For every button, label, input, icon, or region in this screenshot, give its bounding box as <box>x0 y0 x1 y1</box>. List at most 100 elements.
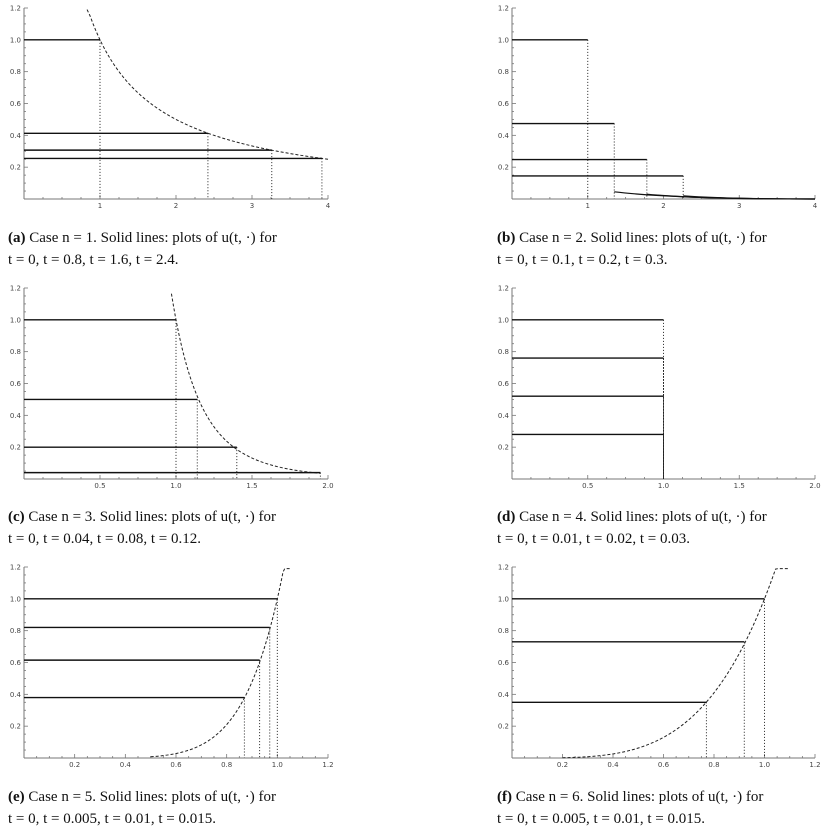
y-tick-label: 0.6 <box>10 100 22 108</box>
envelope-curve <box>562 568 790 759</box>
panel-b: 0.2 0.4 0.6 0.8 1.0 1.2 1 2 3 4 <box>0 0 836 215</box>
caption-e: (e) Case n = 5. Solid lines: plots of u(… <box>8 786 335 830</box>
x-tick-label: 0.4 <box>607 761 619 769</box>
x-tick-label: 1 <box>98 202 102 210</box>
caption-line1: Case n = 1. Solid lines: plots of u(t, ·… <box>29 230 277 246</box>
caption-line1: Case n = 4. Solid lines: plots of u(t, ·… <box>519 509 767 525</box>
caption-line2: t = 0, t = 0.01, t = 0.02, t = 0.03. <box>497 531 691 547</box>
caption-a: (a) Case n = 1. Solid lines: plots of u(… <box>8 227 335 271</box>
y-tick-label: 0.8 <box>498 627 509 635</box>
y-tick-label: 0.8 <box>10 627 21 635</box>
y-tick-label: 0.4 <box>498 132 510 140</box>
x-tick-label: 1.0 <box>759 761 770 769</box>
y-tick-label: 1.2 <box>498 285 509 293</box>
y-tick-label: 1.2 <box>498 5 509 13</box>
caption-line2: t = 0, t = 0.8, t = 1.6, t = 2.4. <box>8 252 179 268</box>
y-tick-label: 0.6 <box>498 380 510 388</box>
y-tick-label: 0.4 <box>498 691 510 699</box>
y-tick-label: 0.8 <box>10 68 21 76</box>
panel-d: 0.2 0.4 0.6 0.8 1.0 1.2 0.5 1.0 1.5 2.0 <box>498 285 821 491</box>
x-tick-label: 1.0 <box>658 482 669 490</box>
y-tick-label: 1.0 <box>10 36 21 44</box>
x-tick-label: 3 <box>737 202 741 210</box>
x-tick-label: 0.2 <box>557 761 568 769</box>
y-tick-label: 1.0 <box>498 316 509 324</box>
chart-a: 0.2 0.4 0.6 0.8 1.0 1.2 1 2 3 4 <box>10 5 331 211</box>
x-tick-label: 1.5 <box>734 482 745 490</box>
caption-line2: t = 0, t = 0.005, t = 0.01, t = 0.015. <box>8 811 217 827</box>
y-tick-label: 0.2 <box>10 444 21 452</box>
chart-f: 0.2 0.4 0.6 0.8 1.0 1.2 0.2 0.4 0.6 0.8 1.0 1.2 <box>498 564 821 770</box>
panel-f: 0.2 0.4 0.6 0.8 1.0 1.2 0.2 0.4 0.6 0.8 1.0 1.2 <box>498 564 821 770</box>
y-tick-label: 1.0 <box>498 595 509 603</box>
y-tick-label: 0.6 <box>10 659 22 667</box>
caption-tag: (f) <box>497 789 512 805</box>
x-tick-label: 4 <box>813 202 818 210</box>
caption-line2: t = 0, t = 0.04, t = 0.08, t = 0.12. <box>8 531 202 547</box>
x-tick-label: 1.5 <box>246 482 257 490</box>
caption-line2: t = 0, t = 0.005, t = 0.01, t = 0.015. <box>497 811 706 827</box>
y-tick-label: 0.6 <box>498 659 510 667</box>
y-tick-label: 0.2 <box>498 164 509 172</box>
caption-line1: Case n = 6. Solid lines: plots of u(t, ·… <box>515 789 764 805</box>
y-tick-label: 0.6 <box>10 380 22 388</box>
y-tick-label: 0.2 <box>498 723 509 731</box>
x-tick-label: 0.8 <box>708 761 719 769</box>
y-tick-label: 0.2 <box>10 723 21 731</box>
caption-line1: Case n = 2. Solid lines: plots of u(t, ·… <box>519 230 767 246</box>
caption-tag: (b) <box>497 230 516 246</box>
x-tick-label: 1.2 <box>809 761 820 769</box>
chart-e: 0.2 0.4 0.6 0.8 1.0 1.2 0.2 0.4 0.6 0.8 1.0 1.2 <box>10 564 334 770</box>
chart-d: 0.2 0.4 0.6 0.8 1.0 1.2 0.5 1.0 1.5 2.0 <box>498 285 821 491</box>
caption-tag: (a) <box>8 230 26 246</box>
x-tick-label: 4 <box>326 202 331 210</box>
x-tick-label: 0.5 <box>94 482 105 490</box>
caption-c: (c) Case n = 3. Solid lines: plots of u(… <box>8 506 335 550</box>
y-tick-label: 1.2 <box>10 564 21 572</box>
x-tick-label: 0.4 <box>120 761 132 769</box>
envelope-curve <box>86 9 329 160</box>
x-tick-label: 1.2 <box>322 761 333 769</box>
x-tick-label: 0.8 <box>221 761 232 769</box>
x-tick-label: 1 <box>586 202 590 210</box>
caption-tag: (d) <box>497 509 516 525</box>
x-tick-label: 0.2 <box>69 761 80 769</box>
caption-line1: Case n = 3. Solid lines: plots of u(t, ·… <box>28 509 277 525</box>
x-tick-label: 0.6 <box>658 761 670 769</box>
y-tick-label: 0.4 <box>10 412 22 420</box>
envelope-curve <box>170 293 321 474</box>
x-tick-label: 1.0 <box>272 761 283 769</box>
x-tick-label: 3 <box>250 202 254 210</box>
x-tick-label: 2 <box>174 202 178 210</box>
panel-e: 0.2 0.4 0.6 0.8 1.0 1.2 0.2 0.4 0.6 0.8 1.0 1.2 <box>0 0 340 775</box>
y-tick-label: 0.2 <box>498 444 509 452</box>
caption-line1: Case n = 5. Solid lines: plots of u(t, ·… <box>28 789 277 805</box>
y-tick-label: 1.2 <box>10 5 21 13</box>
chart-b: 0.2 0.4 0.6 0.8 1.0 1.2 1 2 3 4 <box>498 5 818 211</box>
x-tick-label: 2 <box>661 202 665 210</box>
caption-line2: t = 0, t = 0.1, t = 0.2, t = 0.3. <box>497 252 668 268</box>
y-tick-label: 1.0 <box>10 595 21 603</box>
y-tick-label: 1.0 <box>10 316 21 324</box>
y-tick-label: 0.8 <box>498 348 509 356</box>
y-tick-label: 0.2 <box>10 164 21 172</box>
panel-c: 0.2 0.4 0.6 0.8 1.0 1.2 0.5 1.0 1.5 2.0 <box>0 0 340 495</box>
caption-f: (f) Case n = 6. Solid lines: plots of u(… <box>497 786 823 830</box>
x-tick-label: 2.0 <box>322 482 333 490</box>
y-tick-label: 1.0 <box>498 36 509 44</box>
caption-d: (d) Case n = 4. Solid lines: plots of u(… <box>497 506 823 550</box>
caption-b: (b) Case n = 2. Solid lines: plots of u(… <box>497 227 823 271</box>
y-tick-label: 0.8 <box>10 348 21 356</box>
y-tick-label: 1.2 <box>10 285 21 293</box>
chart-c: 0.2 0.4 0.6 0.8 1.0 1.2 0.5 1.0 1.5 2.0 <box>10 285 334 491</box>
y-tick-label: 0.4 <box>498 412 510 420</box>
panel-a: 0.2 0.4 0.6 0.8 1.0 1.2 1 2 3 4 <box>0 0 340 215</box>
x-tick-label: 2.0 <box>809 482 820 490</box>
caption-tag: (c) <box>8 509 25 525</box>
x-tick-label: 0.6 <box>170 761 182 769</box>
y-tick-label: 0.4 <box>10 132 22 140</box>
y-tick-label: 1.2 <box>498 564 509 572</box>
x-tick-label: 0.5 <box>582 482 593 490</box>
y-tick-label: 0.8 <box>498 68 509 76</box>
y-tick-label: 0.6 <box>498 100 510 108</box>
